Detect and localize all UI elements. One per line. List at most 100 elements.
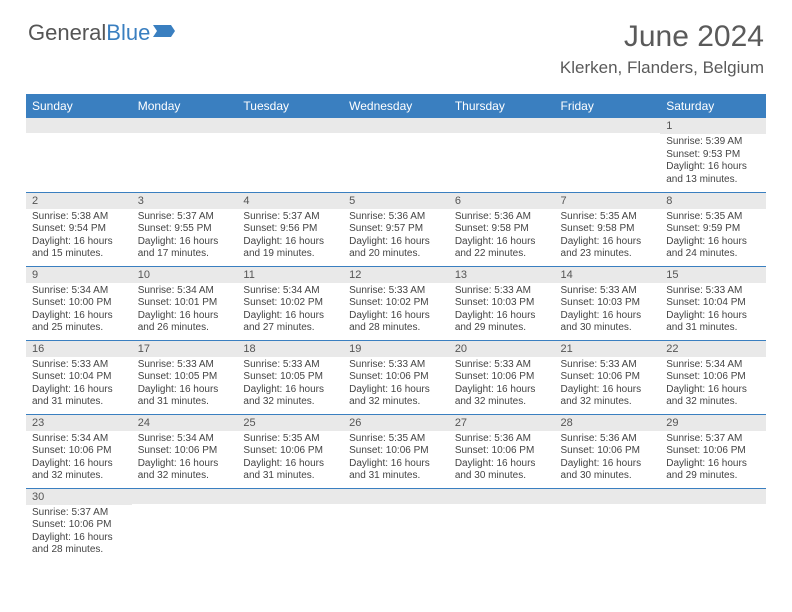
day-line: Sunrise: 5:37 AM xyxy=(666,433,760,446)
day-number xyxy=(555,118,661,133)
day-details: Sunrise: 5:37 AMSunset: 10:06 PMDaylight… xyxy=(26,505,132,561)
day-number xyxy=(132,489,238,504)
day-line: Sunrise: 5:38 AM xyxy=(32,211,126,224)
day-details: Sunrise: 5:33 AMSunset: 10:06 PMDaylight… xyxy=(555,357,661,413)
day-line: Daylight: 16 hours xyxy=(455,384,549,397)
day-line: Daylight: 16 hours xyxy=(666,161,760,174)
day-details: Sunrise: 5:35 AMSunset: 9:58 PMDaylight:… xyxy=(555,209,661,265)
day-details: Sunrise: 5:36 AMSunset: 10:06 PMDaylight… xyxy=(449,431,555,487)
day-details: Sunrise: 5:34 AMSunset: 10:01 PMDaylight… xyxy=(132,283,238,339)
calendar-row: 16Sunrise: 5:33 AMSunset: 10:04 PMDaylig… xyxy=(26,340,766,414)
day-line: Sunrise: 5:34 AM xyxy=(32,285,126,298)
calendar-cell: 25Sunrise: 5:35 AMSunset: 10:06 PMDaylig… xyxy=(237,414,343,488)
day-line: Sunrise: 5:33 AM xyxy=(561,285,655,298)
day-line: Daylight: 16 hours xyxy=(243,310,337,323)
calendar-cell: 17Sunrise: 5:33 AMSunset: 10:05 PMDaylig… xyxy=(132,340,238,414)
day-number: 25 xyxy=(237,415,343,431)
day-number: 4 xyxy=(237,193,343,209)
col-sunday: Sunday xyxy=(26,94,132,118)
day-number: 15 xyxy=(660,267,766,283)
day-line: and 22 minutes. xyxy=(455,248,549,261)
day-line: Daylight: 16 hours xyxy=(455,236,549,249)
day-line: Sunrise: 5:33 AM xyxy=(561,359,655,372)
day-number: 8 xyxy=(660,193,766,209)
day-details: Sunrise: 5:33 AMSunset: 10:06 PMDaylight… xyxy=(343,357,449,413)
day-details: Sunrise: 5:35 AMSunset: 9:59 PMDaylight:… xyxy=(660,209,766,265)
calendar-cell: 9Sunrise: 5:34 AMSunset: 10:00 PMDayligh… xyxy=(26,266,132,340)
col-saturday: Saturday xyxy=(660,94,766,118)
day-line: Sunrise: 5:36 AM xyxy=(561,433,655,446)
day-line: Daylight: 16 hours xyxy=(138,458,232,471)
day-line: Daylight: 16 hours xyxy=(666,236,760,249)
day-line: Sunset: 10:05 PM xyxy=(243,371,337,384)
location-text: Klerken, Flanders, Belgium xyxy=(560,58,764,78)
month-title: June 2024 xyxy=(560,20,764,54)
day-number: 18 xyxy=(237,341,343,357)
day-number xyxy=(343,118,449,133)
day-line: Sunset: 10:05 PM xyxy=(138,371,232,384)
day-line: and 30 minutes. xyxy=(455,470,549,483)
calendar-row: 23Sunrise: 5:34 AMSunset: 10:06 PMDaylig… xyxy=(26,414,766,488)
day-line: Daylight: 16 hours xyxy=(243,236,337,249)
col-wednesday: Wednesday xyxy=(343,94,449,118)
day-details: Sunrise: 5:38 AMSunset: 9:54 PMDaylight:… xyxy=(26,209,132,265)
day-details: Sunrise: 5:35 AMSunset: 10:06 PMDaylight… xyxy=(343,431,449,487)
col-monday: Monday xyxy=(132,94,238,118)
day-number xyxy=(449,118,555,133)
day-line: Sunrise: 5:36 AM xyxy=(455,211,549,224)
day-line: Sunset: 9:58 PM xyxy=(455,223,549,236)
day-line: Sunrise: 5:33 AM xyxy=(243,359,337,372)
day-line: Sunset: 10:06 PM xyxy=(138,445,232,458)
col-thursday: Thursday xyxy=(449,94,555,118)
logo-text-blue: Blue xyxy=(106,20,150,46)
calendar-cell xyxy=(237,118,343,192)
calendar-cell: 1Sunrise: 5:39 AMSunset: 9:53 PMDaylight… xyxy=(660,118,766,192)
calendar-cell: 8Sunrise: 5:35 AMSunset: 9:59 PMDaylight… xyxy=(660,192,766,266)
day-line: Sunset: 10:06 PM xyxy=(666,371,760,384)
day-line: Sunset: 10:02 PM xyxy=(349,297,443,310)
day-number xyxy=(237,118,343,133)
day-line: Sunset: 10:06 PM xyxy=(349,371,443,384)
day-details xyxy=(449,504,555,510)
day-line: Daylight: 16 hours xyxy=(561,310,655,323)
calendar-cell xyxy=(449,118,555,192)
day-number xyxy=(26,118,132,133)
day-details: Sunrise: 5:33 AMSunset: 10:05 PMDaylight… xyxy=(132,357,238,413)
day-line: and 31 minutes. xyxy=(138,396,232,409)
day-number xyxy=(449,489,555,504)
day-line: Sunset: 10:06 PM xyxy=(561,445,655,458)
day-details: Sunrise: 5:33 AMSunset: 10:03 PMDaylight… xyxy=(555,283,661,339)
day-number xyxy=(237,489,343,504)
calendar-cell: 22Sunrise: 5:34 AMSunset: 10:06 PMDaylig… xyxy=(660,340,766,414)
calendar-cell: 16Sunrise: 5:33 AMSunset: 10:04 PMDaylig… xyxy=(26,340,132,414)
day-line: Sunrise: 5:35 AM xyxy=(666,211,760,224)
day-line: Sunrise: 5:35 AM xyxy=(243,433,337,446)
day-number: 11 xyxy=(237,267,343,283)
day-line: Daylight: 16 hours xyxy=(138,310,232,323)
day-details xyxy=(555,504,661,510)
day-number: 23 xyxy=(26,415,132,431)
calendar-cell xyxy=(132,488,238,562)
col-friday: Friday xyxy=(555,94,661,118)
header-row: Sunday Monday Tuesday Wednesday Thursday… xyxy=(26,94,766,118)
day-line: Sunrise: 5:35 AM xyxy=(349,433,443,446)
day-line: Sunrise: 5:37 AM xyxy=(32,507,126,520)
day-line: Daylight: 16 hours xyxy=(349,384,443,397)
day-details xyxy=(26,133,132,139)
day-line: Daylight: 16 hours xyxy=(32,458,126,471)
day-line: Sunset: 10:06 PM xyxy=(666,445,760,458)
day-line: Sunrise: 5:34 AM xyxy=(666,359,760,372)
day-details: Sunrise: 5:39 AMSunset: 9:53 PMDaylight:… xyxy=(660,134,766,190)
calendar-cell: 5Sunrise: 5:36 AMSunset: 9:57 PMDaylight… xyxy=(343,192,449,266)
day-line: Sunrise: 5:35 AM xyxy=(561,211,655,224)
day-line: Sunrise: 5:36 AM xyxy=(455,433,549,446)
day-line: Sunset: 10:06 PM xyxy=(32,445,126,458)
day-number: 27 xyxy=(449,415,555,431)
day-details: Sunrise: 5:37 AMSunset: 9:55 PMDaylight:… xyxy=(132,209,238,265)
logo-text-gray: General xyxy=(28,20,106,46)
day-line: Sunrise: 5:33 AM xyxy=(32,359,126,372)
day-line: Sunset: 10:00 PM xyxy=(32,297,126,310)
day-line: Daylight: 16 hours xyxy=(243,384,337,397)
day-line: and 31 minutes. xyxy=(349,470,443,483)
day-number: 16 xyxy=(26,341,132,357)
